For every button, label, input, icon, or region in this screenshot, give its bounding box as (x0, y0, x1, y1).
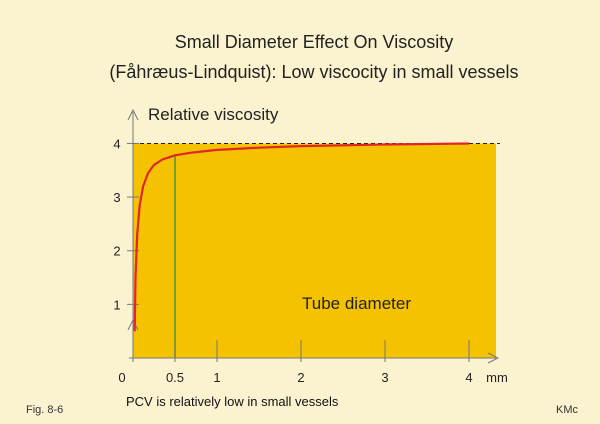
y-tick-label: 1 (113, 297, 120, 312)
x-tick-label: 2 (297, 370, 304, 385)
chart-title: Small Diameter Effect On Viscosity (174, 32, 454, 52)
x-tick-label: 3 (381, 370, 388, 385)
tube-diameter-annotation: Tube diameter (302, 294, 411, 313)
chart-caption: PCV is relatively low in small vessels (126, 394, 339, 409)
x-tick-label: 0.5 (166, 370, 184, 385)
y-tick-label: 3 (113, 190, 120, 205)
x-tick-label: 0 (118, 370, 125, 385)
x-unit-label: mm (486, 370, 508, 385)
y-axis-label: Relative viscosity (148, 105, 279, 124)
chart-subtitle: (Fåhræus-Lindquist): Low viscocity in sm… (109, 62, 519, 82)
y-axis-arrow-icon (127, 108, 139, 121)
origin-arrow-icon (127, 318, 139, 331)
author-initials: KMc (556, 404, 578, 416)
x-tick-label: 4 (465, 370, 472, 385)
plot-area (133, 143, 496, 358)
figure-label: Fig. 8-6 (26, 404, 64, 416)
y-tick-label: 4 (113, 136, 120, 151)
x-tick-label: 1 (213, 370, 220, 385)
x-axis-arrow-icon (487, 352, 500, 364)
y-tick-label: 2 (113, 244, 120, 259)
viscosity-curve (133, 142, 470, 332)
